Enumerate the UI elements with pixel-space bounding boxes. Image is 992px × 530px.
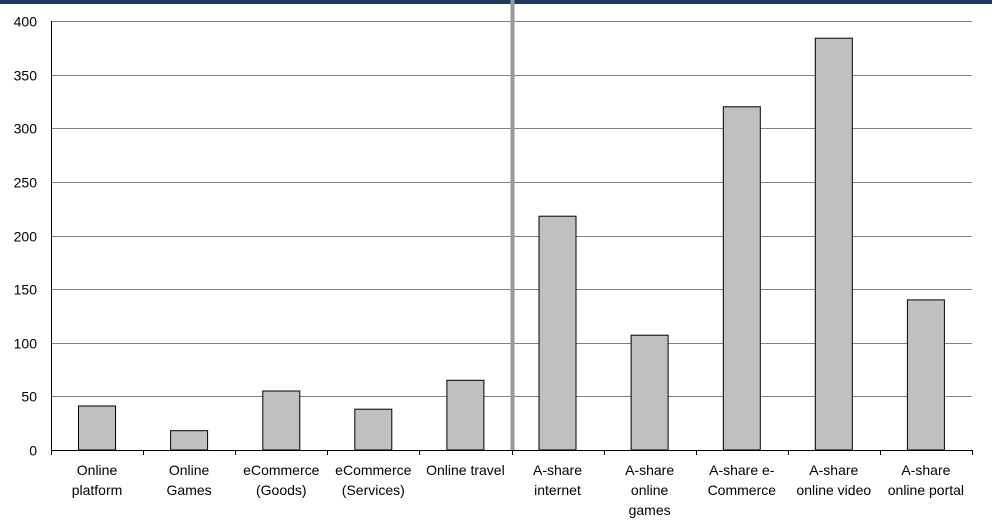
category-label: A-share <box>809 462 858 478</box>
y-tick-label: 200 <box>14 229 38 245</box>
category-label: (Goods) <box>256 482 307 498</box>
top-rule <box>0 0 992 4</box>
y-tick-label: 50 <box>21 389 37 405</box>
category-label: online video <box>796 482 871 498</box>
y-tick-label: 250 <box>14 175 38 191</box>
y-tick-label: 350 <box>14 68 38 84</box>
bar <box>170 430 209 451</box>
category-label: Online <box>77 462 118 478</box>
bar <box>906 299 945 451</box>
category-label: A-share <box>625 462 674 478</box>
category-label: internet <box>534 482 581 498</box>
category-label: eCommerce <box>243 462 319 478</box>
category-label: online <box>631 482 669 498</box>
y-tick-label: 0 <box>29 443 37 459</box>
y-tick-label: 400 <box>14 14 38 30</box>
y-tick-label: 300 <box>14 121 38 137</box>
category-label: platform <box>72 482 123 498</box>
category-label: eCommerce <box>335 462 411 478</box>
category-label: A-share <box>901 462 950 478</box>
category-label: Games <box>167 482 212 498</box>
category-label: Commerce <box>708 482 777 498</box>
bar <box>78 405 116 451</box>
y-tick-label: 150 <box>14 282 38 298</box>
category-label: games <box>629 502 671 518</box>
bar <box>262 390 301 451</box>
category-label: A-share e- <box>709 462 775 478</box>
category-label: A-share <box>533 462 582 478</box>
bar <box>446 379 485 451</box>
bar <box>354 408 393 451</box>
category-label: Online <box>169 462 210 478</box>
bar <box>630 334 669 451</box>
bar <box>538 215 577 451</box>
category-label: online portal <box>888 482 964 498</box>
category-label: (Services) <box>342 482 405 498</box>
bar <box>814 37 853 451</box>
bar <box>722 106 761 451</box>
category-label: Online travel <box>426 462 505 478</box>
y-tick-label: 100 <box>14 336 38 352</box>
